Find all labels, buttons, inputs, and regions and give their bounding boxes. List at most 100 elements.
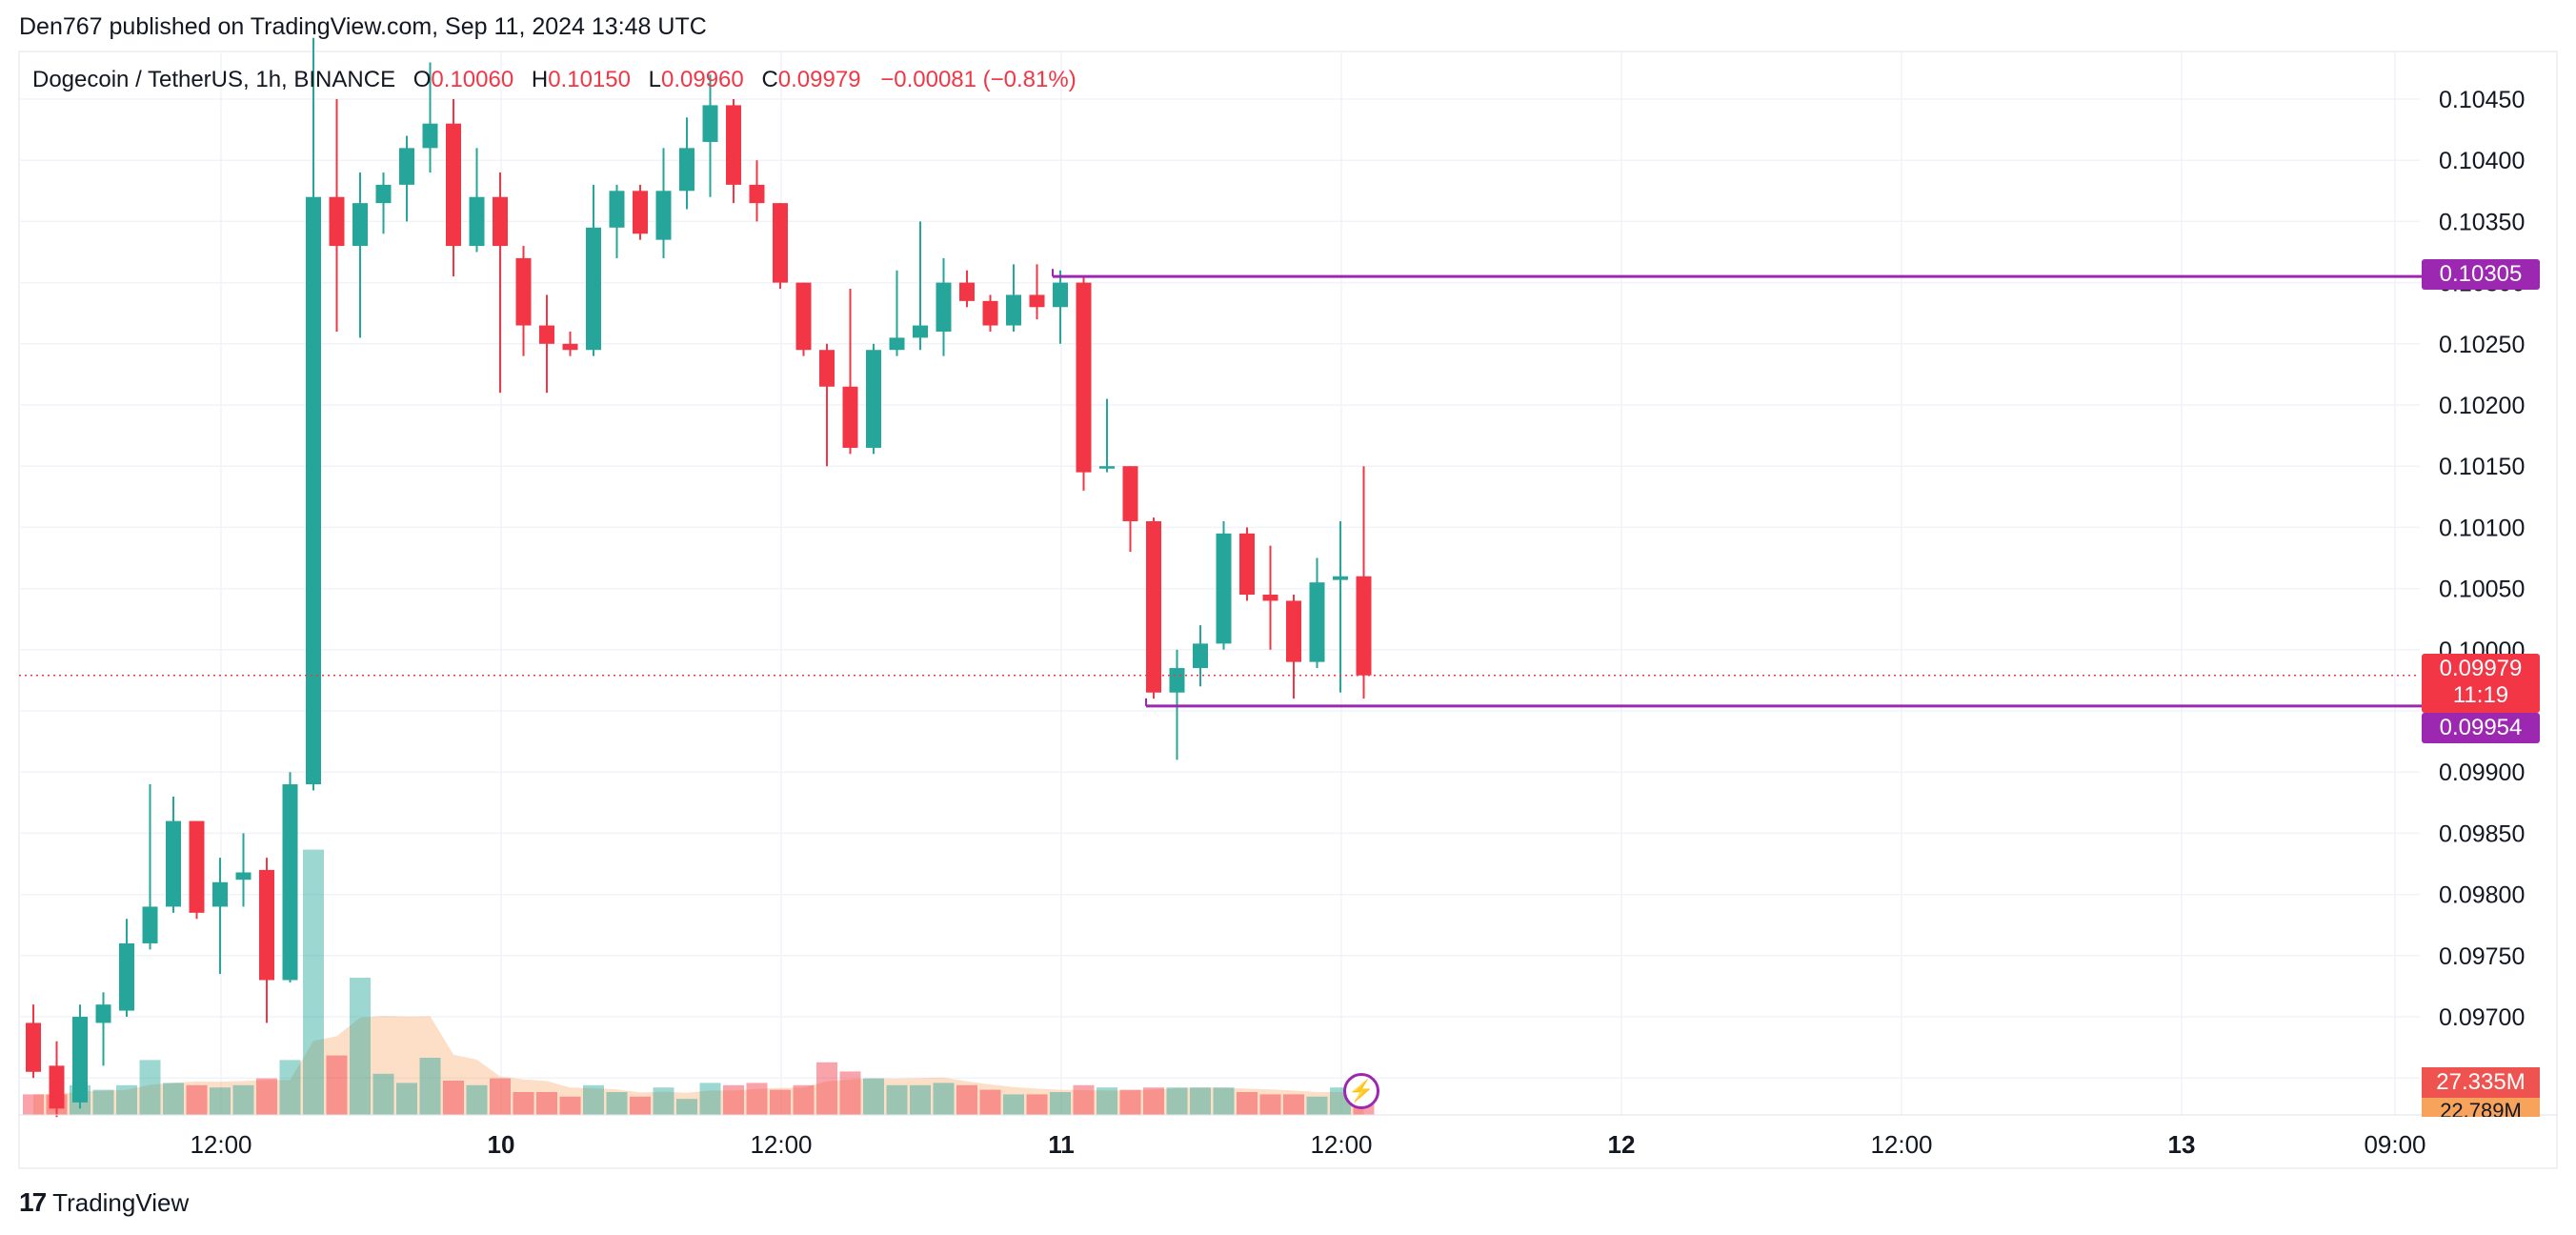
candle-body <box>936 282 952 332</box>
volume-bar <box>1237 1092 1258 1115</box>
symbol-name[interactable]: Dogecoin / TetherUS, 1h, BINANCE <box>32 67 396 92</box>
candle-body <box>866 350 881 448</box>
price-tick-label: 0.09900 <box>2439 759 2525 786</box>
candle-body <box>1053 282 1068 308</box>
candle-body <box>633 191 648 234</box>
candle-body <box>95 1004 111 1023</box>
volume-bar <box>92 1089 114 1115</box>
current-price-tag: 0.09979 11:19 <box>2422 654 2540 713</box>
candle-body <box>1146 520 1161 693</box>
volume-tag: 27.335M <box>2422 1067 2540 1098</box>
volume-ma-tag: 22.789M <box>2422 1098 2540 1117</box>
low-value: 0.09960 <box>661 67 744 92</box>
price-tick-label: 0.10100 <box>2439 515 2525 541</box>
candle-body <box>982 300 998 326</box>
volume-bar <box>326 1055 348 1115</box>
volume-bar <box>490 1078 511 1115</box>
candle-body <box>1216 533 1232 644</box>
volume-bar <box>886 1084 908 1115</box>
candle-body <box>352 203 368 247</box>
volume-bar <box>1026 1094 1048 1115</box>
volume-bar <box>256 1078 277 1115</box>
candle-body <box>889 337 905 351</box>
candle-body <box>773 203 788 283</box>
volume-bar <box>559 1096 581 1115</box>
volume-ma-area <box>33 1016 1364 1115</box>
volume-bar <box>1050 1092 1071 1115</box>
volume-bar <box>653 1087 674 1115</box>
volume-bar <box>513 1092 534 1115</box>
time-tick-label: 12 <box>1608 1130 1636 1159</box>
volume-bar <box>979 1089 1001 1115</box>
time-tick-label: 12:00 <box>190 1130 252 1159</box>
candle-body <box>539 325 554 344</box>
candle-body <box>49 1065 65 1109</box>
time-axis[interactable]: 12:00 10 12:00 11 12:00 12 12:00 13 09:00 <box>190 1130 2425 1159</box>
close-value: 0.09979 <box>777 67 861 92</box>
volume-bar <box>1166 1087 1188 1115</box>
candle-body <box>1193 643 1208 669</box>
candle-body <box>1356 576 1372 676</box>
price-tick-label: 0.10350 <box>2439 209 2525 235</box>
candle-body <box>913 325 928 338</box>
volume-bars <box>23 849 1375 1115</box>
candle-body <box>702 105 718 142</box>
tradingview-logo-icon: 17 <box>19 1187 47 1217</box>
volume-bar <box>303 849 324 1115</box>
time-tick-label: 11 <box>1048 1130 1075 1159</box>
open-value: 0.10060 <box>431 67 514 92</box>
volume-bar <box>793 1084 815 1115</box>
candle-body <box>399 148 414 185</box>
volume-bar <box>1190 1087 1211 1115</box>
time-tick-label: 12:00 <box>750 1130 812 1159</box>
current-price-value: 0.09979 <box>2439 656 2523 681</box>
candle-body <box>142 906 158 943</box>
price-tick-label: 0.10450 <box>2439 87 2525 113</box>
price-tick-label: 0.10050 <box>2439 577 2525 603</box>
volume-bar <box>956 1084 977 1115</box>
candle-body <box>515 257 532 326</box>
candle-body <box>493 196 508 247</box>
candle-body <box>726 105 741 185</box>
volume-bar <box>839 1071 861 1115</box>
candle-body <box>189 820 205 913</box>
candle-body <box>26 1022 41 1072</box>
volume-bar <box>279 1060 301 1115</box>
volume-bar <box>933 1083 955 1115</box>
candle-body <box>1309 582 1325 662</box>
time-tick-label: 10 <box>488 1130 515 1159</box>
horizontal-levels[interactable] <box>1052 269 2422 708</box>
volume-bar <box>536 1092 557 1115</box>
candle-body <box>842 386 858 448</box>
candle-body <box>609 191 625 228</box>
volume-bar <box>676 1099 697 1115</box>
candle-body <box>586 227 601 351</box>
volume-bar <box>699 1083 721 1115</box>
price-tick-label: 0.09700 <box>2439 1004 2525 1031</box>
candle-body <box>375 184 392 204</box>
candle-body <box>679 148 694 192</box>
tradingview-footer[interactable]: 17 TradingView <box>19 1187 189 1218</box>
candle-body <box>1029 294 1045 308</box>
candle-body <box>795 282 812 351</box>
volume-bar <box>770 1089 791 1115</box>
candle-body <box>422 123 438 149</box>
price-tick-label: 0.10250 <box>2439 332 2525 358</box>
candle-body <box>235 872 252 881</box>
price-axis[interactable]: 0.104500.104000.103500.103000.102500.102… <box>2439 87 2525 1092</box>
lightning-icon[interactable]: ⚡ <box>1343 1073 1379 1109</box>
volume-bar <box>186 1084 208 1115</box>
volume-bar <box>163 1083 184 1115</box>
support-price-tag: 0.09954 <box>2422 713 2540 743</box>
open-label: O <box>413 67 432 92</box>
price-tick-label: 0.10400 <box>2439 148 2525 174</box>
volume-bar <box>1143 1087 1164 1115</box>
candle-body <box>959 282 975 301</box>
candle-body <box>1333 576 1348 580</box>
change-value: −0.00081 (−0.81%) <box>880 67 1077 92</box>
volume-bar <box>630 1096 651 1115</box>
price-tick-label: 0.10150 <box>2439 454 2525 480</box>
volume-bar <box>466 1084 488 1115</box>
candle-body <box>212 881 228 907</box>
